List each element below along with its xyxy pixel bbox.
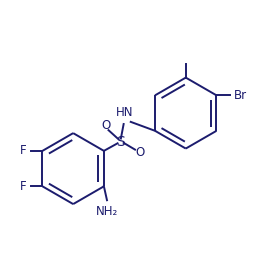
- Text: HN: HN: [116, 106, 133, 120]
- Text: O: O: [102, 119, 111, 132]
- Text: F: F: [20, 144, 26, 157]
- Text: NH₂: NH₂: [96, 205, 118, 217]
- Text: F: F: [20, 180, 26, 193]
- Text: O: O: [135, 146, 144, 159]
- Text: Br: Br: [234, 89, 247, 102]
- Text: S: S: [117, 135, 125, 149]
